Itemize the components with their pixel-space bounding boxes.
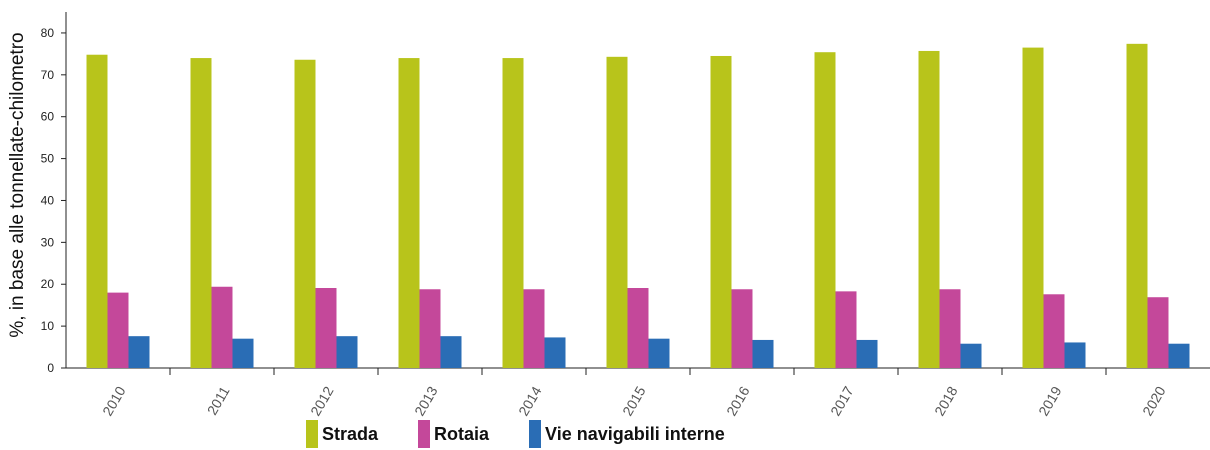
x-tick-label: 2015	[619, 383, 649, 418]
bar-rotaia-2020	[1147, 297, 1169, 368]
bar-vie-navigabili-interne-2019	[1064, 342, 1086, 368]
bar-vie-navigabili-interne-2010	[128, 336, 150, 368]
legend: Strada Rotaia Vie navigabili interne	[306, 420, 765, 448]
bar-strada-2017	[814, 52, 836, 368]
y-tick-label: 0	[47, 361, 54, 375]
x-tick-label: 2010	[99, 383, 129, 418]
bar-strada-2014	[502, 58, 524, 368]
bar-strada-2010	[86, 54, 108, 368]
bar-strada-2011	[190, 58, 212, 368]
bar-vie-navigabili-interne-2015	[648, 338, 670, 368]
y-axis-label: %, in base alle tonnellate-chilometro	[7, 32, 28, 338]
bar-rotaia-2013	[419, 289, 441, 368]
y-tick-label: 20	[41, 277, 55, 291]
bar-rotaia-2018	[939, 289, 961, 368]
legend-swatch-rotaia	[418, 420, 431, 448]
y-tick-label: 10	[41, 319, 55, 333]
bar-strada-2016	[710, 55, 732, 368]
bar-vie-navigabili-interne-2020	[1168, 343, 1190, 368]
bar-rotaia-2011	[211, 286, 233, 368]
y-tick-label: 40	[41, 193, 55, 207]
bar-vie-navigabili-interne-2013	[440, 336, 462, 368]
y-tick-label: 60	[41, 110, 55, 124]
legend-item-strada: Strada	[306, 420, 378, 448]
bar-vie-navigabili-interne-2012	[336, 336, 358, 368]
x-tick-label: 2013	[411, 383, 441, 418]
bar-strada-2012	[294, 59, 316, 369]
bar-vie-navigabili-interne-2014	[544, 337, 566, 368]
y-tick-label: 70	[41, 68, 55, 82]
y-tick-label: 50	[41, 152, 55, 166]
x-tick-label: 2012	[307, 383, 337, 418]
y-tick-label: 80	[41, 26, 55, 40]
bar-rotaia-2014	[523, 289, 545, 368]
legend-label-rotaia: Rotaia	[434, 423, 490, 444]
bar-vie-navigabili-interne-2011	[232, 338, 254, 368]
bar-rotaia-2016	[731, 289, 753, 368]
x-tick-label: 2014	[515, 383, 545, 418]
bar-rotaia-2010	[107, 292, 129, 368]
bar-rotaia-2019	[1043, 294, 1065, 368]
bar-strada-2020	[1126, 43, 1148, 368]
x-tick-label: 2020	[1139, 383, 1169, 418]
x-tick-label: 2016	[723, 383, 753, 418]
x-tick-label: 2019	[1035, 383, 1065, 418]
x-tick-label: 2018	[931, 383, 961, 418]
bar-rotaia-2017	[835, 291, 857, 368]
bar-rotaia-2012	[315, 288, 337, 368]
bar-rotaia-2015	[627, 288, 649, 368]
legend-swatch-strada	[306, 420, 318, 448]
legend-label-vie-navigabili: Vie navigabili interne	[545, 423, 725, 444]
bar-vie-navigabili-interne-2017	[856, 339, 878, 368]
bar-vie-navigabili-interne-2018	[960, 343, 982, 368]
legend-label-strada: Strada	[322, 423, 379, 444]
x-tick-label: 2011	[204, 383, 233, 417]
legend-swatch-vie-navigabili	[529, 420, 542, 448]
legend-item-rotaia: Rotaia	[418, 420, 489, 448]
y-tick-label: 30	[41, 235, 55, 249]
x-tick-label: 2017	[827, 383, 857, 418]
bar-strada-2019	[1022, 47, 1044, 368]
bar-strada-2013	[398, 58, 420, 368]
legend-item-vie-navigabili: Vie navigabili interne	[529, 420, 725, 448]
bar-strada-2015	[606, 56, 628, 368]
bar-vie-navigabili-interne-2016	[752, 339, 774, 368]
bar-strada-2018	[918, 50, 940, 368]
